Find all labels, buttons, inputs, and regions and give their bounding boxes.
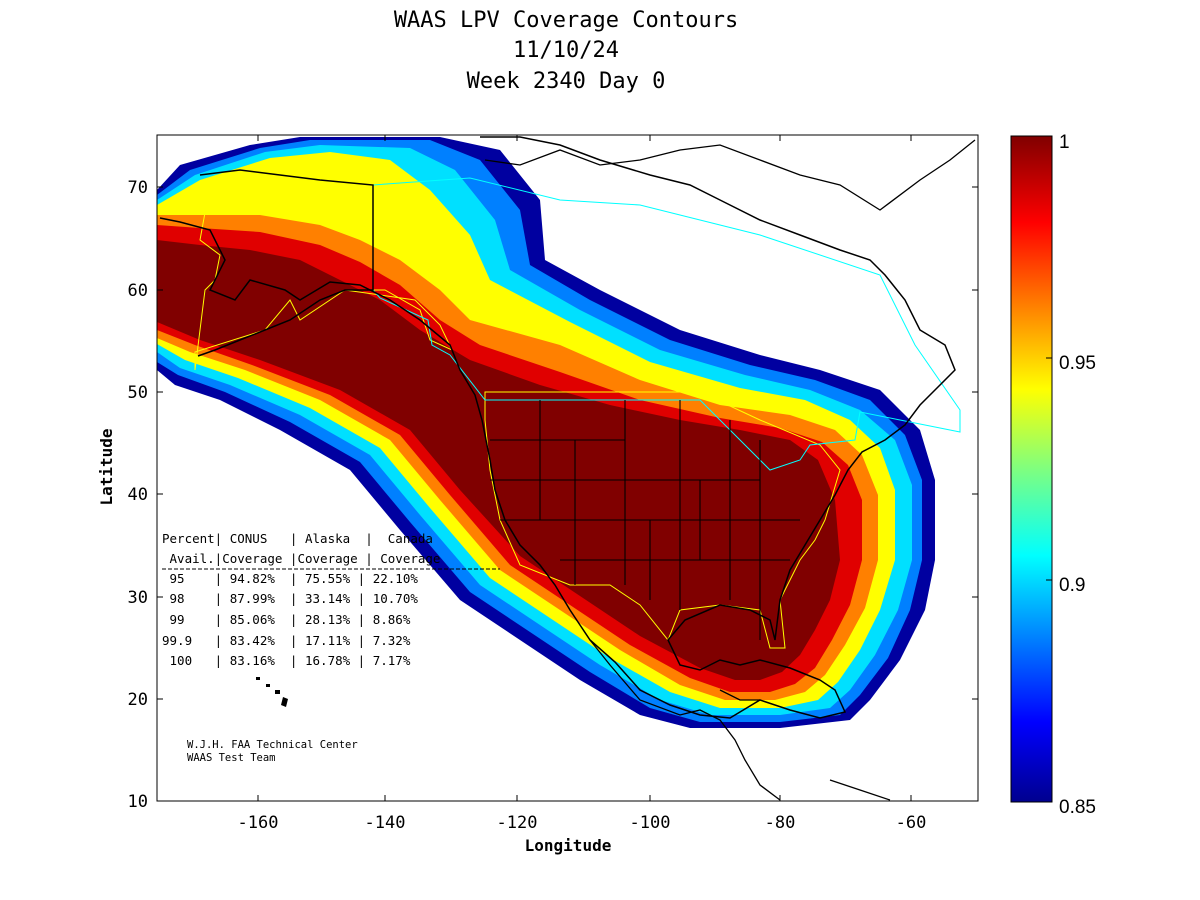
coverage-band-100 (157, 240, 840, 680)
table-header-line2: Avail.|Coverage |Coverage | Coverage (162, 551, 440, 566)
y-axis-label: Latitude (97, 428, 116, 505)
mexico-central-america-coastline (589, 639, 891, 801)
ytick-label: 60 (128, 281, 148, 301)
colorbar-tick-label: 1 (1059, 132, 1070, 153)
alaska-coastline (197, 169, 374, 357)
chart-title-line3: Week 2340 Day 0 (467, 69, 666, 94)
table-header-line1: Percent| CONUS | Alaska | Canada (162, 531, 433, 546)
ytick-label: 10 (128, 792, 148, 812)
xtick-label: -80 (765, 813, 796, 833)
xtick-label: -160 (238, 813, 279, 833)
coverage-stats-table: Percent| CONUS | Alaska | Canada Avail.|… (162, 531, 500, 668)
canada-region-outline (372, 177, 961, 471)
colorbar-tick-label: 0.95 (1059, 353, 1096, 374)
table-row: 98 | 87.99% | 33.14% | 10.70% (162, 591, 418, 606)
ytick-label: 40 (128, 485, 148, 505)
xtick-label: -120 (497, 813, 538, 833)
ytick-label: 70 (128, 178, 148, 198)
xtick-label: -60 (896, 813, 927, 833)
ytick-label: 20 (128, 690, 148, 710)
north-america-coastline (159, 136, 956, 719)
credit-line1: W.J.H. FAA Technical Center (187, 739, 358, 751)
plot-frame (156, 134, 979, 802)
ytick-label: 30 (128, 588, 148, 608)
state-borders (490, 400, 800, 640)
chart-title-line1: WAAS LPV Coverage Contours (394, 8, 738, 33)
table-row: 100 | 83.16% | 16.78% | 7.17% (162, 653, 411, 668)
colorbar-tick-label: 0.9 (1059, 575, 1085, 596)
hawaii-islands (256, 677, 288, 707)
alaska-region-outline (194, 184, 454, 371)
colorbar-tick-label: 0.85 (1059, 797, 1096, 818)
ytick-label: 50 (128, 383, 148, 403)
table-row: 95 | 94.82% | 75.55% | 22.10% (162, 571, 418, 586)
table-row: 99 | 85.06% | 28.13% | 8.86% (162, 612, 411, 627)
axis-tick-marks (157, 135, 978, 802)
colorbar-tick-marks (1046, 135, 1052, 803)
table-row: 99.9 | 83.42% | 17.11% | 7.32% (162, 633, 411, 648)
colorbar (1010, 135, 1053, 803)
canadian-arctic-coastline (484, 139, 976, 211)
xtick-label: -140 (365, 813, 406, 833)
xtick-label: -100 (630, 813, 671, 833)
credit-line2: WAAS Test Team (187, 752, 276, 764)
x-axis-label: Longitude (525, 836, 612, 855)
chart-title-line2: 11/10/24 (513, 38, 619, 63)
map-area (157, 135, 978, 801)
